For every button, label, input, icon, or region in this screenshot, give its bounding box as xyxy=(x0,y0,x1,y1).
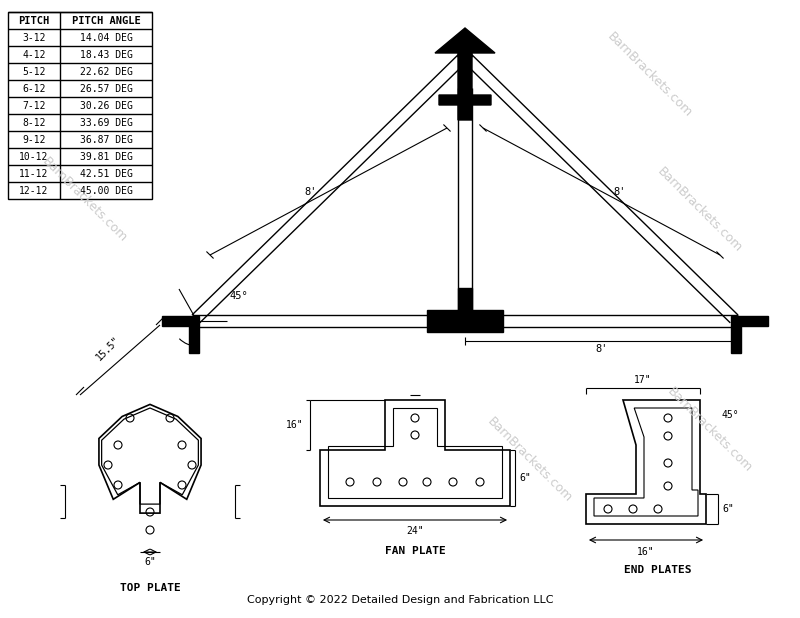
Text: BarnBrackets.com: BarnBrackets.com xyxy=(665,385,755,475)
Text: 4-12: 4-12 xyxy=(22,49,46,59)
Text: 17": 17" xyxy=(634,375,652,385)
Text: 10-12: 10-12 xyxy=(19,151,49,161)
Text: TOP PLATE: TOP PLATE xyxy=(120,583,180,593)
Text: 6": 6" xyxy=(519,473,531,483)
Text: BarnBrackets.com: BarnBrackets.com xyxy=(40,155,130,245)
Text: BarnBrackets.com: BarnBrackets.com xyxy=(605,30,695,120)
Text: Copyright © 2022 Detailed Design and Fabrication LLC: Copyright © 2022 Detailed Design and Fab… xyxy=(246,595,554,605)
Text: PITCH ANGLE: PITCH ANGLE xyxy=(72,15,140,25)
Text: 24": 24" xyxy=(406,526,424,536)
Text: 6": 6" xyxy=(722,504,734,514)
Text: 36.87 DEG: 36.87 DEG xyxy=(79,135,133,145)
Text: 18.43 DEG: 18.43 DEG xyxy=(79,49,133,59)
Text: 15.5": 15.5" xyxy=(94,334,122,362)
Polygon shape xyxy=(731,316,768,353)
Text: 6": 6" xyxy=(144,557,156,567)
Text: 3-12: 3-12 xyxy=(22,33,46,43)
Text: 14.04 DEG: 14.04 DEG xyxy=(79,33,133,43)
Text: 8': 8' xyxy=(304,187,317,197)
Text: 26.57 DEG: 26.57 DEG xyxy=(79,83,133,93)
Text: BarnBrackets.com: BarnBrackets.com xyxy=(655,165,745,255)
Text: 8': 8' xyxy=(614,187,626,197)
Text: 45.00 DEG: 45.00 DEG xyxy=(79,185,133,195)
Text: 9-12: 9-12 xyxy=(22,135,46,145)
Text: 30.26 DEG: 30.26 DEG xyxy=(79,101,133,111)
Text: 16": 16" xyxy=(637,547,655,557)
Text: FAN PLATE: FAN PLATE xyxy=(385,546,446,556)
Text: 6-12: 6-12 xyxy=(22,83,46,93)
Text: PITCH: PITCH xyxy=(18,15,50,25)
Text: 8-12: 8-12 xyxy=(22,117,46,127)
Text: 5-12: 5-12 xyxy=(22,67,46,77)
Text: 16": 16" xyxy=(286,420,304,430)
Text: 33.69 DEG: 33.69 DEG xyxy=(79,117,133,127)
Text: 45°: 45° xyxy=(230,291,248,301)
Text: 12-12: 12-12 xyxy=(19,185,49,195)
Text: 42.51 DEG: 42.51 DEG xyxy=(79,169,133,179)
Text: END PLATES: END PLATES xyxy=(624,565,692,575)
Polygon shape xyxy=(435,28,495,120)
Text: 11-12: 11-12 xyxy=(19,169,49,179)
Text: 45°: 45° xyxy=(721,410,739,420)
Text: 39.81 DEG: 39.81 DEG xyxy=(79,151,133,161)
Text: 7-12: 7-12 xyxy=(22,101,46,111)
Polygon shape xyxy=(162,316,199,353)
Polygon shape xyxy=(427,288,503,332)
Text: BarnBrackets.com: BarnBrackets.com xyxy=(485,415,575,505)
Text: 8': 8' xyxy=(595,344,608,354)
Text: 22.62 DEG: 22.62 DEG xyxy=(79,67,133,77)
